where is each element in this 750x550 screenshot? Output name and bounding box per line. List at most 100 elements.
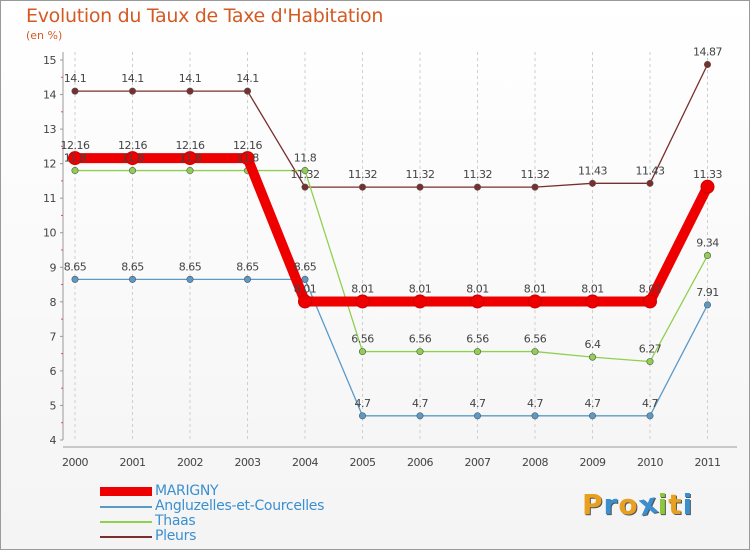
- x-tick-label: 2007: [465, 456, 491, 469]
- data-point-MARIGNY-2005: [355, 294, 370, 309]
- data-point-Thaas-2005: [358, 348, 366, 356]
- legend-swatch: [100, 487, 152, 496]
- data-label: 6.56: [524, 333, 547, 346]
- data-label: 14.1: [179, 72, 202, 85]
- data-point-Angluzelles-et-Courcelles-2004: [301, 275, 309, 283]
- data-point-Angluzelles-et-Courcelles-2011: [703, 301, 711, 309]
- data-label: 8.01: [639, 282, 662, 295]
- data-point-Angluzelles-et-Courcelles-2002: [186, 275, 194, 283]
- data-point-Thaas-2010: [646, 358, 654, 366]
- data-label: 11.8: [64, 152, 87, 165]
- data-point-Angluzelles-et-Courcelles-2009: [588, 412, 596, 420]
- data-label: 8.01: [409, 282, 432, 295]
- data-point-MARIGNY-2004: [298, 294, 312, 309]
- logo-letter: i: [657, 488, 669, 521]
- data-point-Pleurs-2010: [646, 179, 654, 187]
- x-tick-label: 2005: [350, 456, 376, 469]
- x-tick-label: 2009: [580, 456, 606, 469]
- data-point-Angluzelles-et-Courcelles-2003: [244, 275, 252, 283]
- data-label: 4.7: [470, 397, 486, 410]
- x-tick-label: 2004: [292, 456, 318, 469]
- y-tick-label: 6: [50, 365, 57, 378]
- y-tick-label: 10: [43, 227, 56, 240]
- proxiti-logo: Proxiti: [582, 486, 694, 522]
- y-tick-label: 13: [43, 123, 56, 136]
- data-label: 4.7: [412, 397, 428, 410]
- y-tick-label: 9: [50, 261, 57, 274]
- data-label: 4.7: [527, 397, 543, 410]
- data-label: 11.32: [348, 168, 377, 181]
- data-label: 6.4: [585, 338, 601, 351]
- y-tick-label: 12: [43, 158, 56, 171]
- data-point-Thaas-2009: [588, 353, 596, 361]
- data-label: 11.8: [236, 152, 259, 165]
- x-tick-label: 2000: [62, 456, 88, 469]
- data-label: 14.1: [121, 72, 144, 85]
- data-point-Pleurs-2000: [71, 87, 79, 95]
- legend-label: Thaas: [155, 513, 196, 529]
- data-label: 11.32: [406, 168, 435, 181]
- data-point-MARIGNY-2008: [528, 294, 542, 309]
- data-label: 11.32: [291, 168, 320, 181]
- data-point-Thaas-2002: [186, 167, 194, 175]
- data-point-Angluzelles-et-Courcelles-2001: [129, 275, 137, 283]
- data-label: 8.65: [121, 260, 144, 273]
- y-tick-label: 4: [50, 434, 57, 447]
- data-label: 4.7: [642, 397, 658, 410]
- data-label: 8.65: [179, 260, 202, 273]
- data-label: 8.65: [64, 260, 87, 273]
- logo-letter: P: [582, 488, 604, 521]
- x-tick-label: 2001: [120, 456, 146, 469]
- data-point-Pleurs-2007: [473, 183, 481, 191]
- legend-swatch: [100, 505, 152, 508]
- data-point-Angluzelles-et-Courcelles-2000: [71, 275, 79, 283]
- data-point-Pleurs-2004: [301, 183, 309, 191]
- y-tick-label: 11: [43, 192, 56, 205]
- data-label: 8.65: [236, 260, 259, 273]
- data-point-Pleurs-2003: [244, 87, 252, 95]
- y-tick-label: 5: [50, 399, 57, 412]
- legend-item: MARIGNY: [100, 484, 324, 499]
- data-label: 12.16: [118, 139, 147, 152]
- logo-letter: i: [682, 488, 694, 521]
- data-point-Pleurs-2008: [531, 183, 539, 191]
- data-label: 14.1: [236, 72, 259, 85]
- chart-subtitle: (en %): [26, 29, 63, 42]
- legend-label: MARIGNY: [155, 483, 219, 499]
- data-point-Thaas-2007: [473, 348, 481, 356]
- data-label: 12.16: [61, 139, 90, 152]
- data-point-Angluzelles-et-Courcelles-2010: [646, 412, 654, 420]
- x-tick-label: 2002: [177, 456, 203, 469]
- data-label: 14.87: [693, 45, 722, 58]
- data-point-MARIGNY-2011: [700, 179, 715, 194]
- legend-item: Pleurs: [100, 529, 324, 544]
- data-point-Thaas-2006: [416, 348, 424, 356]
- data-label: 6.56: [409, 333, 432, 346]
- series-line-Angluzelles-et-Courcelles: [74, 278, 709, 417]
- data-point-Angluzelles-et-Courcelles-2008: [531, 412, 539, 420]
- data-label: 8.01: [466, 282, 489, 295]
- x-tick-label: 2010: [637, 456, 663, 469]
- data-point-MARIGNY-2006: [413, 294, 427, 309]
- data-label: 9.34: [696, 237, 719, 250]
- data-label: 7.91: [696, 286, 719, 299]
- data-point-MARIGNY-2002: [183, 151, 197, 166]
- data-label: 11.8: [294, 152, 317, 165]
- data-point-Pleurs-2005: [358, 183, 366, 191]
- data-label: 11.8: [179, 152, 202, 165]
- y-tick-label: 7: [50, 330, 57, 343]
- chart-legend: MARIGNY Angluzelles-et-Courcelles Thaas Ple…: [100, 484, 324, 544]
- data-label: 12.16: [233, 139, 262, 152]
- series-line-Thaas: [74, 169, 709, 363]
- data-label: 8.01: [351, 282, 374, 295]
- data-point-Pleurs-2006: [416, 183, 424, 191]
- data-label: 4.7: [585, 397, 601, 410]
- data-label: 11.43: [636, 164, 665, 177]
- x-tick-label: 2003: [235, 456, 261, 469]
- y-tick-label: 14: [43, 89, 56, 102]
- x-tick-label: 2006: [407, 456, 433, 469]
- data-label: 11.32: [521, 168, 550, 181]
- data-point-Thaas-2001: [129, 167, 137, 175]
- series-line-Pleurs: [74, 63, 709, 188]
